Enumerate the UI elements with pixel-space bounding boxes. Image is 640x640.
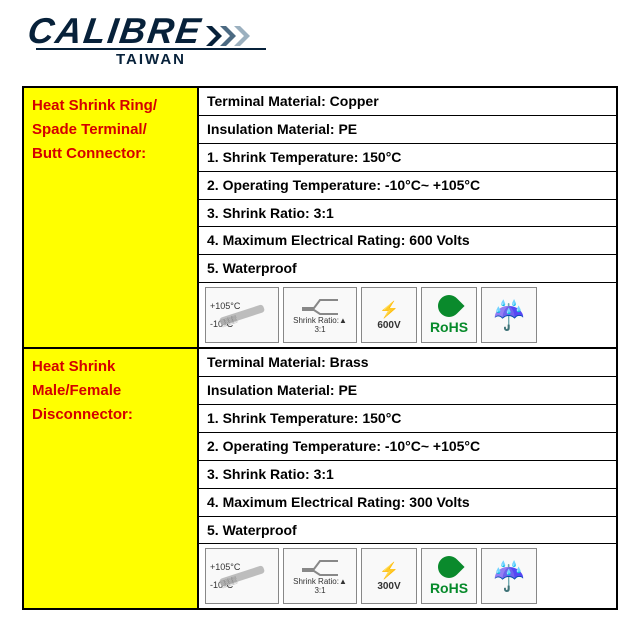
bolt-icon: ⚡ [379, 561, 399, 581]
spec-item: 3. Shrink Ratio: 3:1 [199, 461, 616, 489]
voltage-icon: ⚡ 300V [361, 548, 417, 604]
title-line: Butt Connector: [32, 142, 189, 166]
spec-item: 1. Shrink Temperature: 150°C [199, 144, 616, 172]
icon-strip: +105°C -10°C Shrink Ratio:▲ 3:1 ⚡ 300V R… [199, 544, 616, 608]
spec-item: 4. Maximum Electrical Rating: 300 Volts [199, 489, 616, 517]
shrink-ratio-icon: Shrink Ratio:▲ 3:1 [283, 548, 357, 604]
spec-item: Terminal Material: Brass [199, 349, 616, 377]
spec-table: Heat Shrink Ring/ Spade Terminal/ Butt C… [22, 86, 618, 610]
spec-item: 5. Waterproof [199, 255, 616, 283]
waterproof-icon: ☔ [481, 548, 537, 604]
temperature-range-icon: +105°C -10°C [205, 287, 279, 343]
waterproof-icon: ☔ [481, 287, 537, 343]
spec-values: Terminal Material: Copper Insulation Mat… [199, 88, 616, 347]
title-line: Spade Terminal/ [32, 118, 189, 142]
bolt-icon: ⚡ [379, 300, 399, 320]
leaf-icon [433, 291, 464, 322]
umbrella-icon: ☔ [492, 560, 527, 593]
rohs-icon: RoHS [421, 548, 477, 604]
title-line: Male/Female [32, 379, 189, 403]
spec-values: Terminal Material: Brass Insulation Mate… [199, 349, 616, 608]
icon-strip: +105°C -10°C Shrink Ratio:▲ 3:1 ⚡ 600V R… [199, 283, 616, 347]
leaf-icon [433, 552, 464, 583]
temperature-range-icon: +105°C -10°C [205, 548, 279, 604]
title-line: Heat Shrink Ring/ [32, 94, 189, 118]
rohs-icon: RoHS [421, 287, 477, 343]
spec-item: 5. Waterproof [199, 517, 616, 545]
spec-item: 3. Shrink Ratio: 3:1 [199, 200, 616, 228]
spec-item: 1. Shrink Temperature: 150°C [199, 405, 616, 433]
title-line: Disconnector: [32, 403, 189, 427]
logo-arrows-icon [206, 26, 250, 51]
umbrella-icon: ☔ [492, 299, 527, 332]
spec-item: Insulation Material: PE [199, 377, 616, 405]
brand-logo: CALIBRE TAIWAN [0, 0, 640, 74]
voltage-icon: ⚡ 600V [361, 287, 417, 343]
section-title: Heat Shrink Male/Female Disconnector: [24, 349, 199, 608]
spec-item: Terminal Material: Copper [199, 88, 616, 116]
title-line: Heat Shrink [32, 355, 189, 379]
spec-section: Heat Shrink Male/Female Disconnector: Te… [24, 347, 616, 608]
spec-section: Heat Shrink Ring/ Spade Terminal/ Butt C… [24, 88, 616, 347]
shrink-ratio-icon: Shrink Ratio:▲ 3:1 [283, 287, 357, 343]
spec-item: Insulation Material: PE [199, 116, 616, 144]
spec-item: 4. Maximum Electrical Rating: 600 Volts [199, 227, 616, 255]
section-title: Heat Shrink Ring/ Spade Terminal/ Butt C… [24, 88, 199, 347]
spec-item: 2. Operating Temperature: -10°C~ +105°C [199, 172, 616, 200]
logo-text: CALIBRE [25, 10, 205, 52]
spec-item: 2. Operating Temperature: -10°C~ +105°C [199, 433, 616, 461]
